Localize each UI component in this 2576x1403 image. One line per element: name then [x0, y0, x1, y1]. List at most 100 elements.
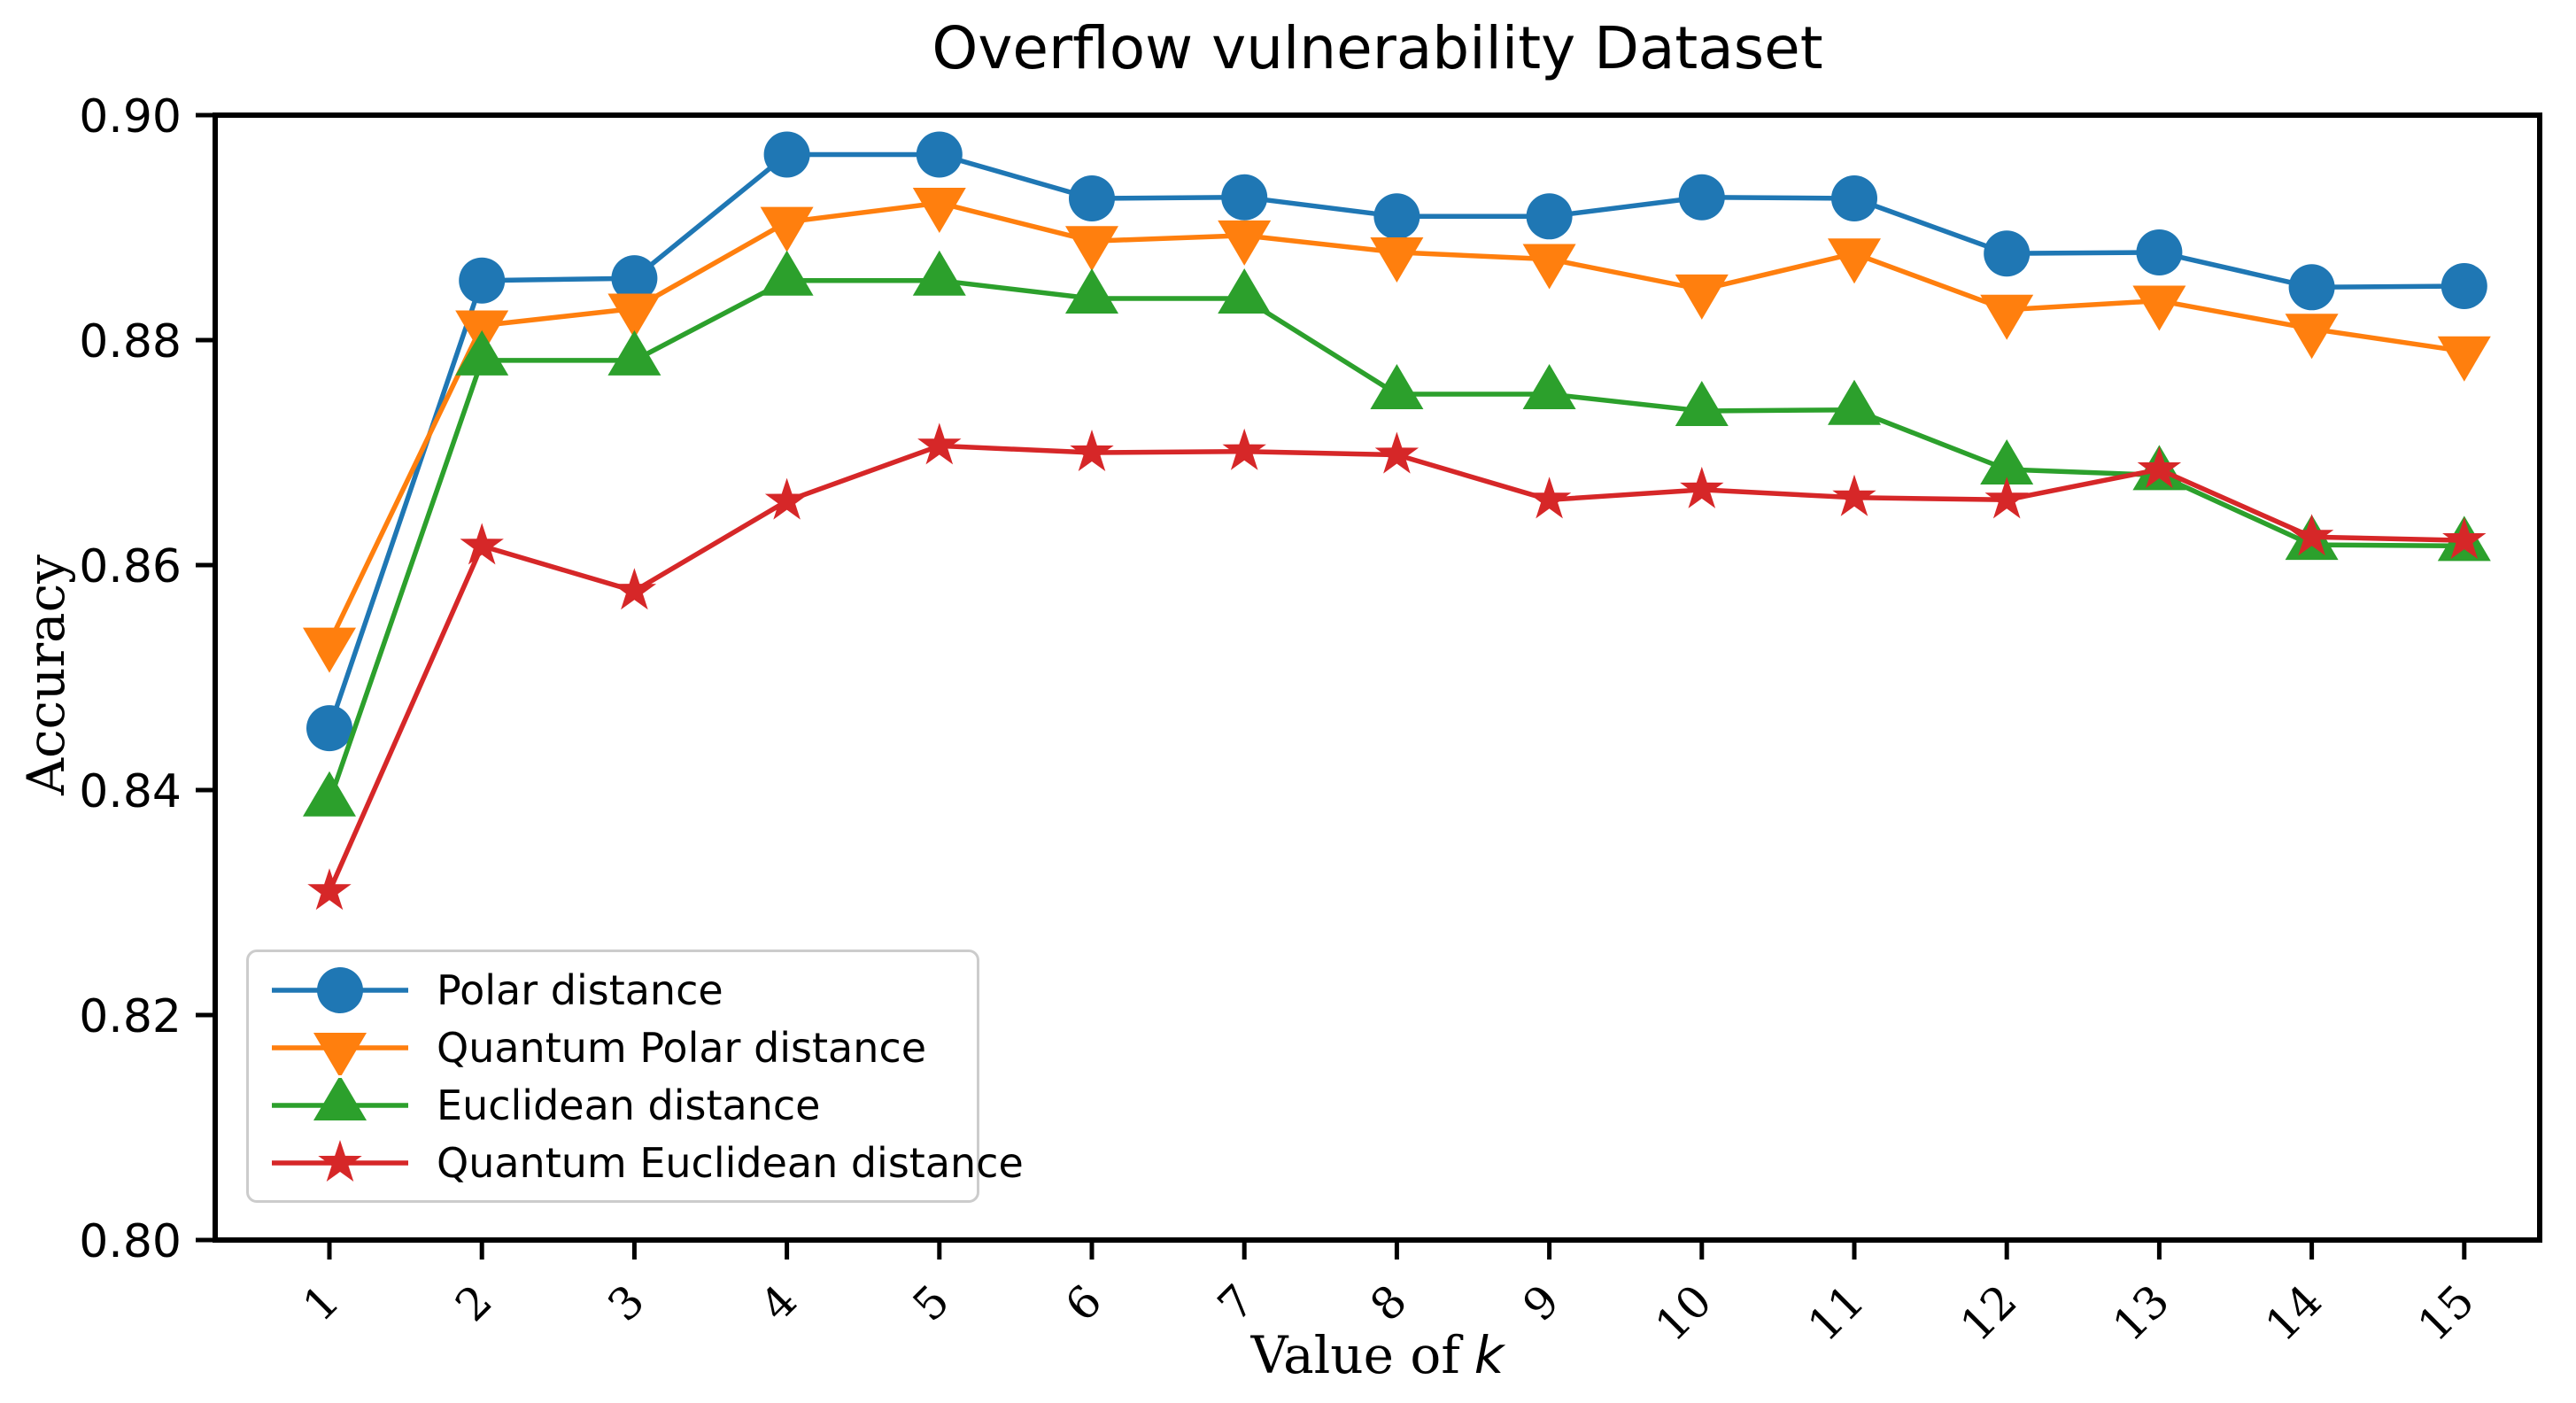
- data-point-quantum-euclidean-distance: [460, 523, 504, 565]
- legend-label: Quantum Euclidean distance: [437, 1138, 1024, 1187]
- data-point-quantum-euclidean-distance: [1680, 466, 1724, 508]
- data-point-quantum-polar-distance: [607, 293, 661, 339]
- data-point-quantum-euclidean-distance: [917, 422, 962, 465]
- data-point-polar-distance: [1373, 193, 1420, 240]
- y-tick-label: 0.88: [79, 315, 182, 368]
- x-axis-label-text: Value of: [1250, 1325, 1460, 1385]
- legend: Polar distance Quantum Polar distance Eucl…: [246, 950, 1024, 1203]
- data-point-quantum-polar-distance: [1980, 294, 2034, 340]
- data-point-euclidean-distance: [912, 250, 966, 296]
- data-point-polar-distance: [1526, 193, 1573, 240]
- series-quantum-euclidean-distance: [307, 422, 2487, 911]
- circle-legend-icon: [272, 966, 408, 1013]
- x-tick-label: 2: [445, 1275, 502, 1331]
- data-point-polar-distance: [1831, 174, 1877, 221]
- data-point-euclidean-distance: [1980, 439, 2034, 485]
- triangle-up-legend-icon: [272, 1077, 408, 1120]
- data-point-quantum-polar-distance: [912, 188, 966, 234]
- x-tick-label: 7: [1208, 1275, 1265, 1331]
- data-point-quantum-euclidean-distance: [307, 868, 352, 911]
- legend-item-quantum-euclidean-distance: Quantum Euclidean distance: [265, 1136, 1024, 1190]
- data-point-euclidean-distance: [1370, 363, 1424, 409]
- x-tick-label: 6: [1056, 1275, 1112, 1331]
- data-point-polar-distance: [2441, 263, 2487, 310]
- data-point-polar-distance: [916, 131, 963, 178]
- data-point-quantum-polar-distance: [303, 627, 356, 673]
- x-tick-label: 1: [293, 1275, 350, 1331]
- data-point-quantum-euclidean-distance: [1527, 477, 1572, 519]
- data-point-euclidean-distance: [1065, 268, 1118, 314]
- data-point-quantum-polar-distance: [760, 206, 814, 252]
- triangle-up-marker-icon: [313, 1077, 367, 1120]
- data-point-polar-distance: [1069, 174, 1115, 221]
- data-point-polar-distance: [306, 705, 352, 752]
- data-point-polar-distance: [611, 255, 658, 302]
- data-point-euclidean-distance: [760, 250, 814, 296]
- y-axis-label: Accuracy: [16, 554, 76, 795]
- y-tick-label: 0.82: [79, 990, 182, 1043]
- legend-label: Euclidean distance: [437, 1081, 821, 1129]
- data-point-euclidean-distance: [1218, 268, 1272, 314]
- data-point-quantum-polar-distance: [2285, 314, 2339, 360]
- circle-marker-icon: [317, 966, 363, 1013]
- data-point-quantum-euclidean-distance: [1222, 428, 1266, 470]
- data-point-quantum-euclidean-distance: [1374, 431, 1420, 474]
- legend-item-polar-distance: Polar distance: [265, 963, 961, 1018]
- data-point-quantum-polar-distance: [1218, 220, 1272, 266]
- legend-item-euclidean-distance: Euclidean distance: [265, 1077, 961, 1133]
- x-tick-label: 8: [1360, 1275, 1417, 1331]
- chart-title: Overflow vulnerability Dataset: [932, 14, 1823, 82]
- data-point-euclidean-distance: [303, 771, 356, 817]
- series-quantum-polar-distance: [303, 188, 2491, 673]
- data-point-quantum-polar-distance: [2132, 285, 2186, 331]
- star-marker-icon: [318, 1139, 362, 1182]
- data-point-quantum-polar-distance: [1522, 244, 1576, 290]
- data-point-quantum-euclidean-distance: [612, 568, 657, 610]
- data-point-polar-distance: [1984, 230, 2031, 277]
- y-tick-label: 0.80: [79, 1215, 182, 1268]
- series-euclidean-distance: [303, 250, 2491, 817]
- data-point-polar-distance: [2136, 229, 2183, 275]
- y-tick-label: 0.86: [79, 540, 182, 593]
- x-tick-label: 9: [1513, 1275, 1570, 1331]
- data-point-polar-distance: [1678, 174, 1725, 221]
- axes-spines: [213, 112, 2542, 1243]
- data-point-quantum-euclidean-distance: [2442, 517, 2487, 560]
- x-axis-label: Value of k: [215, 1325, 2540, 1385]
- data-point-euclidean-distance: [1522, 363, 1576, 409]
- legend-label: Polar distance: [437, 965, 723, 1014]
- triangle-down-marker-icon: [313, 1032, 367, 1075]
- data-point-quantum-polar-distance: [1370, 236, 1424, 283]
- data-point-quantum-euclidean-distance: [2137, 446, 2182, 489]
- triangle-down-legend-icon: [272, 1032, 408, 1075]
- data-point-quantum-euclidean-distance: [2289, 514, 2334, 556]
- legend-label: Quantum Polar distance: [437, 1023, 926, 1072]
- y-tick-label: 0.84: [79, 765, 182, 818]
- data-point-quantum-polar-distance: [2437, 336, 2491, 382]
- x-axis-label-variable: k: [1474, 1325, 1505, 1385]
- star-legend-icon: [272, 1139, 408, 1182]
- data-point-quantum-euclidean-distance: [1832, 474, 1876, 516]
- data-point-euclidean-distance: [1828, 379, 1881, 425]
- data-point-quantum-polar-distance: [1675, 274, 1729, 320]
- series-line-quantum-euclidean-distance: [327, 443, 2464, 893]
- x-tick-label: 5: [903, 1275, 960, 1331]
- data-point-euclidean-distance: [1675, 381, 1729, 427]
- data-point-quantum-polar-distance: [1065, 226, 1118, 272]
- data-point-polar-distance: [1221, 174, 1268, 221]
- x-tick-label: 3: [598, 1275, 654, 1331]
- data-point-quantum-polar-distance: [1828, 238, 1881, 284]
- x-tick-label: 4: [751, 1275, 808, 1331]
- data-point-quantum-euclidean-distance: [764, 477, 809, 520]
- data-point-polar-distance: [2288, 264, 2335, 311]
- data-point-euclidean-distance: [607, 329, 661, 376]
- data-point-euclidean-distance: [455, 329, 509, 376]
- data-point-quantum-euclidean-distance: [1070, 430, 1114, 471]
- legend-item-quantum-polar-distance: Quantum Polar distance: [265, 1020, 961, 1075]
- y-tick-label: 0.90: [79, 90, 182, 143]
- data-point-polar-distance: [763, 131, 810, 178]
- data-point-polar-distance: [459, 257, 506, 304]
- data-point-quantum-euclidean-distance: [1984, 477, 2029, 519]
